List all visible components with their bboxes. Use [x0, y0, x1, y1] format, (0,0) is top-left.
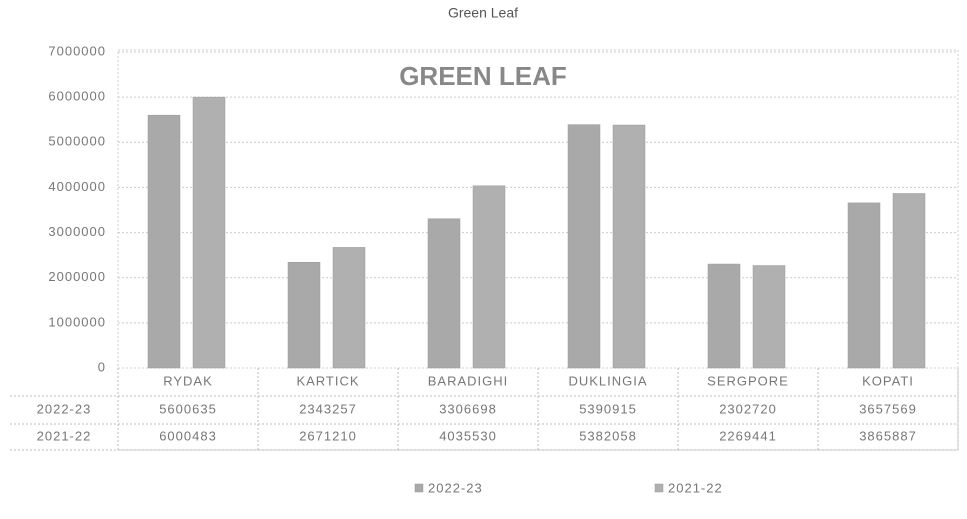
x-tick-label: SERGPORE	[707, 373, 789, 388]
table-value: 5600635	[159, 401, 217, 416]
chart-subtitle: GREEN LEAF	[399, 61, 567, 91]
x-tick-label: KARTICK	[296, 373, 359, 388]
bar	[147, 114, 181, 369]
y-tick-label: 5000000	[48, 134, 106, 149]
legend-swatch	[414, 483, 424, 493]
table-value: 3865887	[859, 428, 917, 443]
table-value: 3657569	[859, 401, 917, 416]
table-value: 2671210	[299, 428, 357, 443]
y-tick-label: 6000000	[48, 89, 106, 104]
table-value: 2343257	[299, 401, 357, 416]
x-tick-label: DUKLINGIA	[568, 373, 647, 388]
x-tick-label: RYDAK	[163, 373, 213, 388]
bar	[472, 185, 506, 369]
bar	[612, 124, 646, 369]
bar	[287, 261, 321, 369]
y-tick-label: 4000000	[48, 179, 106, 194]
series-label: 2021-22	[37, 428, 92, 443]
bar	[752, 265, 786, 369]
legend-label: 2021-22	[668, 480, 723, 495]
y-tick-label: 7000000	[48, 43, 106, 58]
legend-swatch	[654, 483, 664, 493]
table-value: 2302720	[719, 401, 777, 416]
y-tick-label: 1000000	[48, 314, 106, 329]
bar	[847, 202, 881, 369]
table-value: 2269441	[719, 428, 777, 443]
bar	[892, 193, 926, 369]
x-tick-label: BARADIGHI	[428, 373, 509, 388]
bar	[427, 218, 461, 369]
bar	[707, 263, 741, 369]
table-value: 4035530	[439, 428, 497, 443]
chart-title: Green Leaf	[448, 5, 518, 21]
bar	[332, 247, 366, 369]
bar	[567, 124, 601, 369]
y-tick-label: 0	[98, 359, 106, 374]
x-tick-label: KOPATI	[862, 373, 914, 388]
series-label: 2022-23	[37, 401, 92, 416]
y-tick-label: 2000000	[48, 269, 106, 284]
table-value: 3306698	[439, 401, 497, 416]
legend-label: 2022-23	[428, 480, 483, 495]
table-value: 6000483	[159, 428, 217, 443]
table-value: 5390915	[579, 401, 637, 416]
y-tick-label: 3000000	[48, 224, 106, 239]
bar	[192, 96, 226, 369]
table-value: 5382058	[579, 428, 637, 443]
